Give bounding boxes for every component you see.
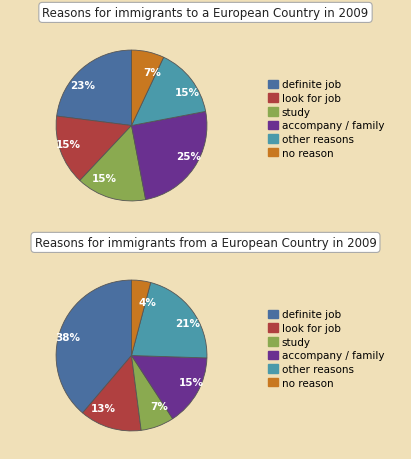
Text: Reasons for immigrants to a European Country in 2009: Reasons for immigrants to a European Cou… — [42, 7, 369, 20]
Legend: definite job, look for job, study, accompany / family, other reasons, no reason: definite job, look for job, study, accom… — [268, 80, 384, 158]
Text: Reasons for immigrants from a European Country in 2009: Reasons for immigrants from a European C… — [35, 236, 376, 249]
Legend: definite job, look for job, study, accompany / family, other reasons, no reason: definite job, look for job, study, accom… — [268, 310, 384, 388]
